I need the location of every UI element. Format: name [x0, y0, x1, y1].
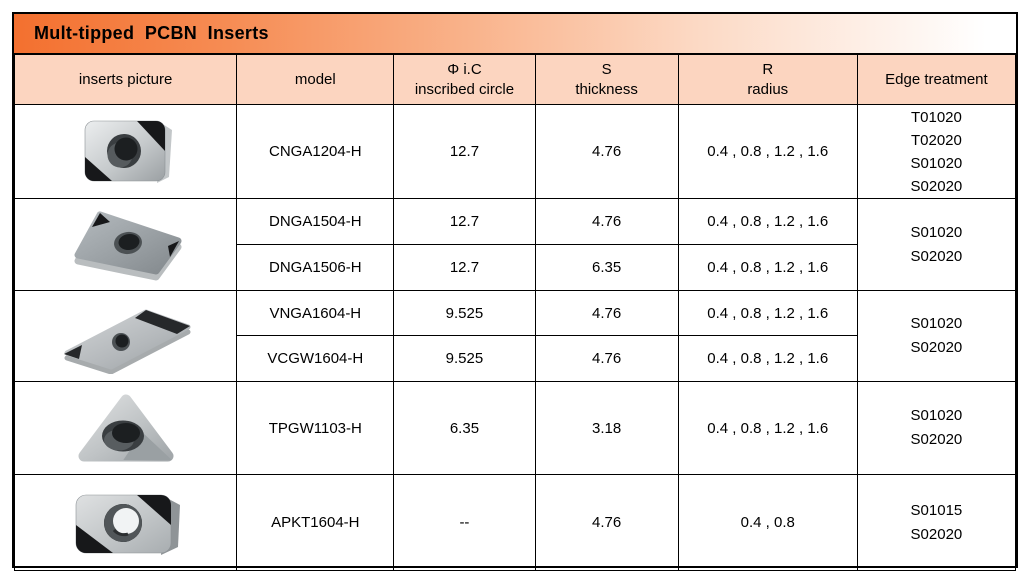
- table-row: CNGA1204-H 12.7 4.76 0.4 , 0.8 , 1.2 , 1…: [13, 104, 1017, 199]
- edge-treatment-cell: S01020 S02020: [856, 381, 1017, 475]
- edge-treatment-cell: T01020 T02020 S01020 S02020: [856, 104, 1017, 199]
- header-label: Φ i.C: [447, 61, 482, 78]
- inscribed-circle-cell: 12.7: [393, 104, 536, 199]
- model-cell: TPGW1103-H: [236, 381, 395, 475]
- column-header-thickness: S thickness: [534, 54, 679, 105]
- header-label: Edge treatment: [885, 70, 988, 88]
- vnga-35deg-insert-photo: [63, 309, 191, 374]
- column-header-picture: inserts picture: [13, 54, 238, 105]
- table-row: VCGW1604-H 9.525 4.76 0.4 , 0.8 , 1.2 , …: [15, 335, 1016, 382]
- table-row: DNGA1506-H 12.7 6.35 0.4 , 0.8 , 1.2 , 1…: [15, 244, 1016, 291]
- table-row: VNGA1604-H 9.525 4.76 0.4 , 0.8 , 1.2 , …: [13, 290, 1017, 382]
- table-title: Mult-tipped PCBN Inserts: [34, 23, 269, 43]
- model-cell: VCGW1604-H: [236, 335, 395, 382]
- inscribed-circle-cell: 6.35: [393, 381, 536, 475]
- tpgw-triangle-insert-photo: [78, 394, 174, 461]
- thickness-cell: 3.18: [534, 381, 679, 475]
- radius-cell: 0.4 , 0.8 , 1.2 , 1.6: [677, 290, 858, 336]
- header-label: model: [294, 70, 336, 88]
- header-row: inserts picture model Φ i.C inscribed ci…: [13, 54, 1017, 105]
- header-label: inserts picture: [78, 70, 173, 88]
- column-header-inscribed-circle: Φ i.C inscribed circle: [393, 54, 536, 105]
- radius-cell: 0.4 , 0.8 , 1.2 , 1.6: [677, 381, 858, 475]
- model-cell: DNGA1506-H: [236, 244, 395, 291]
- column-header-edge-treatment: Edge treatment: [856, 54, 1017, 105]
- picture-cell: [13, 104, 238, 199]
- header-label: R: [762, 61, 774, 78]
- inserts-table: inserts picture model Φ i.C inscribed ci…: [13, 54, 1017, 571]
- radius-cell: 0.4 , 0.8 , 1.2 , 1.6: [677, 244, 858, 291]
- table-title-bar: Mult-tipped PCBN Inserts: [14, 14, 1016, 54]
- apkt-milling-insert-photo: [75, 494, 180, 555]
- inscribed-circle-cell: 12.7: [393, 244, 536, 291]
- table-row: DNGA1504-H 12.7 4.76 0.4 , 0.8 , 1.2 , 1…: [13, 198, 1017, 291]
- thickness-cell: 4.76: [534, 198, 679, 245]
- column-header-radius: R radius: [677, 54, 858, 105]
- thickness-cell: 4.76: [534, 104, 679, 199]
- model-cell: CNGA1204-H: [236, 104, 395, 199]
- thickness-cell: 4.76: [534, 290, 679, 336]
- model-cell: VNGA1604-H: [236, 290, 395, 336]
- radius-cell: 0.4 , 0.8 , 1.2 , 1.6: [677, 104, 858, 199]
- model-cell: APKT1604-H: [236, 474, 395, 571]
- table-row: TPGW1103-H 6.35 3.18 0.4 , 0.8 , 1.2 , 1…: [13, 381, 1017, 475]
- edge-treatment-cell: S01020 S02020: [856, 290, 1017, 382]
- inscribed-circle-cell: --: [393, 474, 536, 571]
- picture-cell: [13, 290, 238, 382]
- inscribed-circle-cell: 12.7: [393, 198, 536, 245]
- inscribed-circle-cell: 9.525: [393, 290, 536, 336]
- thickness-cell: 4.76: [534, 474, 679, 571]
- column-header-model: model: [236, 54, 395, 105]
- product-spec-table: Mult-tipped PCBN Inserts inserts picture…: [12, 12, 1018, 571]
- picture-cell: [13, 474, 238, 571]
- cnga-square-insert-photo: [84, 120, 172, 183]
- picture-cell: [13, 381, 238, 475]
- header-label: S: [601, 61, 612, 78]
- model-cell: DNGA1504-H: [236, 198, 395, 245]
- picture-cell: [13, 198, 238, 291]
- thickness-cell: 6.35: [534, 244, 679, 291]
- edge-treatment-cell: S01020 S02020: [856, 198, 1017, 291]
- dnga-rhombic-insert-photo: [74, 211, 182, 280]
- table-row: APKT1604-H -- 4.76 0.4 , 0.8 S01015 S020…: [13, 474, 1017, 571]
- radius-cell: 0.4 , 0.8: [677, 474, 858, 571]
- edge-treatment-cell: S01015 S02020: [856, 474, 1017, 571]
- inscribed-circle-cell: 9.525: [393, 335, 536, 382]
- thickness-cell: 4.76: [534, 335, 679, 382]
- radius-cell: 0.4 , 0.8 , 1.2 , 1.6: [677, 198, 858, 245]
- radius-cell: 0.4 , 0.8 , 1.2 , 1.6: [677, 335, 858, 382]
